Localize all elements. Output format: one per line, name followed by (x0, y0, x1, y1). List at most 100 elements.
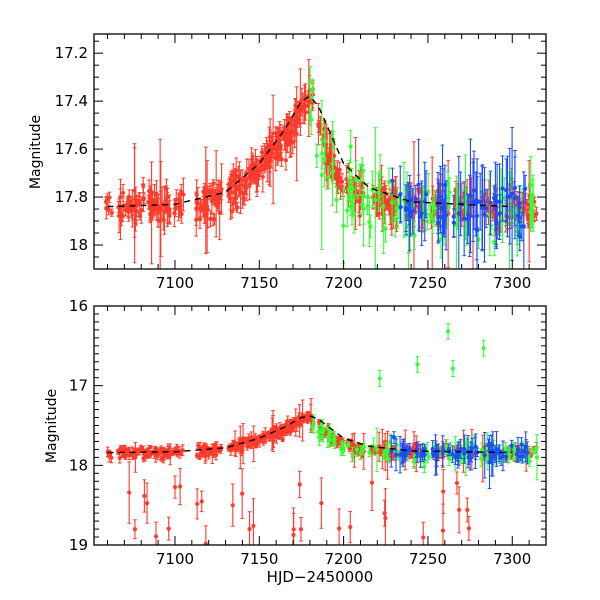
green-data-point (381, 204, 386, 254)
blue-data-point (494, 195, 499, 250)
green-data-point (487, 173, 492, 257)
green-data-point (426, 173, 431, 211)
green-data-point (446, 186, 451, 210)
red-data-point (120, 210, 125, 223)
red-data-point (297, 404, 302, 438)
red-data-point (103, 195, 109, 208)
blue-data-point (519, 211, 525, 242)
blue-data-point (418, 443, 423, 468)
green-data-point (314, 143, 319, 168)
blue-data-point (393, 438, 399, 472)
blue-data-point (505, 155, 510, 238)
y-tick-label: 17.6 (55, 140, 88, 158)
green-data-point (481, 339, 486, 357)
blue-data-point (389, 435, 394, 468)
blue-data-point (403, 184, 408, 236)
red-data-point (238, 170, 243, 215)
green-data-point (350, 195, 355, 218)
blue-data-point (430, 448, 436, 458)
red-data-point (202, 186, 207, 215)
blue-data-point (519, 437, 524, 452)
red-data-point (118, 445, 124, 450)
x-tick-label: 7150 (240, 274, 278, 292)
y-tick-label: 18 (69, 456, 88, 474)
green-data-point (381, 449, 387, 461)
x-tick-label: 7200 (325, 274, 363, 292)
red-data-point (291, 507, 296, 545)
y-tick-label: 17 (69, 377, 88, 395)
green-data-point (331, 158, 336, 185)
bottom-y-axis-label: Magnitude (44, 389, 60, 463)
top-data-layer (103, 58, 539, 269)
red-data-point (283, 149, 289, 171)
red-data-point (159, 456, 164, 462)
red-data-point (167, 451, 172, 456)
blue-data-point (479, 165, 485, 251)
green-data-point (422, 460, 427, 474)
green-data-point (319, 100, 324, 250)
red-data-point (456, 486, 462, 534)
red-data-point (278, 139, 283, 159)
red-data-point (132, 519, 138, 540)
red-data-point (369, 454, 375, 512)
red-data-point (194, 452, 200, 459)
red-data-point (141, 454, 146, 463)
red-data-point (133, 186, 138, 226)
green-data-point (346, 441, 351, 448)
red-data-point (153, 521, 159, 545)
red-data-point (268, 129, 273, 145)
red-data-point (254, 164, 260, 174)
top-y-axis-label: Magnitude (28, 115, 44, 189)
blue-data-point (525, 441, 530, 465)
red-data-point (240, 169, 245, 190)
blue-data-point (407, 174, 412, 252)
red-data-point (454, 471, 460, 495)
green-data-point (534, 445, 539, 452)
red-data-point (211, 212, 216, 227)
blue-data-point (400, 445, 405, 463)
green-data-point (307, 66, 313, 100)
blue-data-point (488, 170, 493, 235)
red-data-point (297, 119, 302, 128)
blue-data-point (500, 440, 506, 472)
bottom-x-tick-labels: 7100 7150 7200 7250 7300 (156, 550, 532, 568)
red-data-point (158, 161, 163, 257)
red-data-point (199, 490, 204, 513)
green-data-point (512, 442, 517, 455)
green-data-point (377, 369, 382, 387)
green-data-point (326, 166, 331, 190)
blue-data-point (456, 155, 461, 269)
red-data-point (146, 179, 152, 203)
green-data-point (415, 355, 420, 373)
blue-data-point (504, 451, 509, 463)
red-data-point (215, 183, 220, 212)
red-data-point (385, 199, 390, 211)
blue-data-point (415, 443, 420, 463)
red-data-point (282, 132, 287, 141)
red-data-point (127, 196, 133, 208)
green-data-point (362, 442, 367, 451)
bottom-model-curve (107, 415, 513, 454)
green-data-point (320, 138, 325, 169)
red-data-point (275, 152, 281, 162)
blue-data-point (413, 184, 418, 213)
blue-data-point (419, 180, 424, 246)
red-data-point (465, 497, 470, 523)
red-data-point (237, 446, 243, 454)
blue-data-point (398, 192, 403, 223)
x-tick-label: 7100 (156, 274, 194, 292)
red-data-point (319, 477, 324, 529)
red-data-point (348, 510, 353, 544)
red-data-point (441, 469, 446, 514)
bottom-data-layer (105, 322, 540, 545)
red-data-point (297, 470, 302, 499)
green-data-point (373, 127, 378, 269)
green-data-point (341, 442, 346, 457)
red-data-point (199, 450, 204, 456)
green-data-point (353, 160, 359, 200)
x-tick-label: 7200 (325, 550, 363, 568)
red-data-point (534, 206, 539, 221)
blue-data-point (442, 190, 447, 235)
red-data-point (242, 436, 247, 443)
top-x-tick-labels: 7100 7150 7200 7250 7300 (156, 274, 532, 292)
